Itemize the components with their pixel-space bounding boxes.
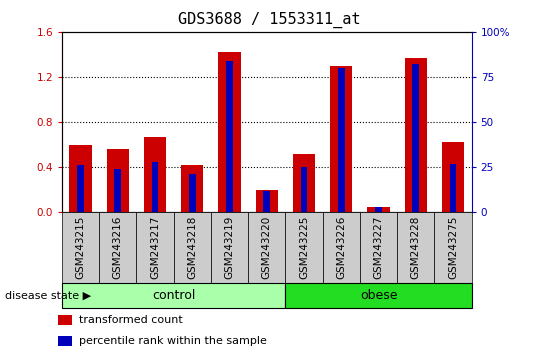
- Bar: [107, 149, 129, 212]
- Bar: [248, 212, 286, 283]
- Bar: [330, 66, 353, 212]
- Bar: [286, 212, 323, 283]
- Bar: [286, 283, 472, 308]
- Bar: [62, 212, 99, 283]
- Bar: [450, 164, 457, 212]
- Bar: [412, 64, 419, 212]
- Bar: [301, 167, 307, 212]
- Text: GSM243219: GSM243219: [225, 216, 234, 279]
- Text: GSM243227: GSM243227: [374, 216, 384, 279]
- Bar: [70, 145, 92, 212]
- Text: GSM243215: GSM243215: [75, 216, 86, 279]
- Text: GSM243225: GSM243225: [299, 216, 309, 279]
- Text: GSM243226: GSM243226: [336, 216, 346, 279]
- Bar: [368, 207, 390, 212]
- Bar: [181, 165, 204, 212]
- Text: obese: obese: [360, 289, 397, 302]
- Bar: [189, 175, 196, 212]
- Bar: [211, 212, 248, 283]
- Bar: [360, 212, 397, 283]
- Bar: [174, 212, 211, 283]
- Bar: [375, 207, 382, 212]
- Bar: [114, 169, 121, 212]
- Text: GSM243228: GSM243228: [411, 216, 421, 279]
- Text: control: control: [152, 289, 196, 302]
- Text: GSM243220: GSM243220: [262, 216, 272, 279]
- Text: GSM243216: GSM243216: [113, 216, 123, 279]
- Bar: [99, 212, 136, 283]
- Bar: [218, 52, 241, 212]
- Bar: [226, 61, 233, 212]
- Bar: [136, 212, 174, 283]
- Text: transformed count: transformed count: [79, 315, 183, 325]
- Text: GSM243218: GSM243218: [188, 216, 197, 279]
- Bar: [77, 165, 84, 212]
- Bar: [264, 191, 270, 212]
- Bar: [338, 68, 344, 212]
- Bar: [293, 154, 315, 212]
- Text: percentile rank within the sample: percentile rank within the sample: [79, 336, 267, 346]
- Bar: [144, 137, 166, 212]
- Bar: [397, 212, 434, 283]
- Bar: [405, 58, 427, 212]
- Bar: [323, 212, 360, 283]
- Bar: [255, 190, 278, 212]
- Text: disease state ▶: disease state ▶: [5, 291, 92, 301]
- Text: GDS3688 / 1553311_at: GDS3688 / 1553311_at: [178, 11, 361, 28]
- Bar: [62, 283, 286, 308]
- Bar: [59, 336, 72, 346]
- Bar: [434, 212, 472, 283]
- Bar: [442, 142, 464, 212]
- Bar: [152, 162, 158, 212]
- Bar: [59, 315, 72, 325]
- Text: GSM243275: GSM243275: [448, 216, 458, 279]
- Text: GSM243217: GSM243217: [150, 216, 160, 279]
